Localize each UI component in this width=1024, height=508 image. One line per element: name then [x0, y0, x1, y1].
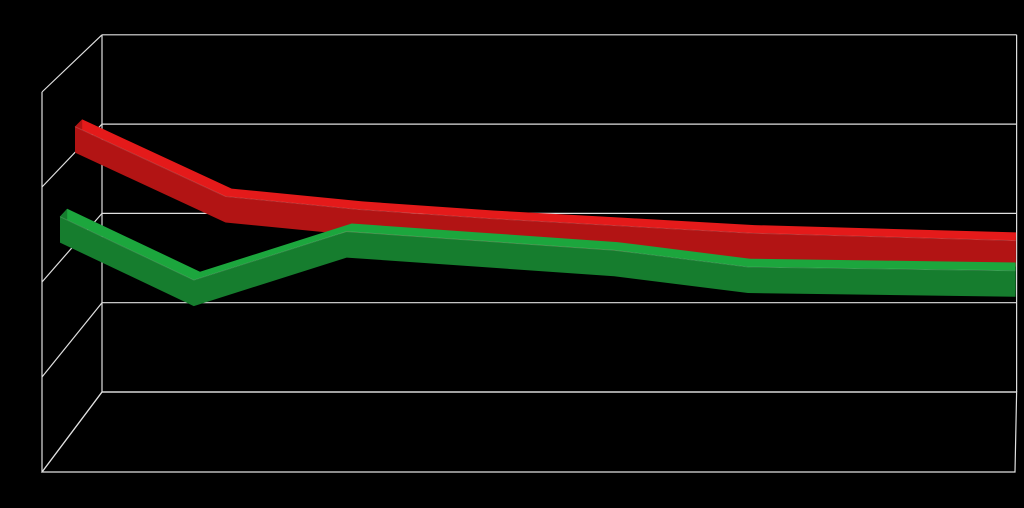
chart-3d-ribbon [0, 0, 1024, 508]
